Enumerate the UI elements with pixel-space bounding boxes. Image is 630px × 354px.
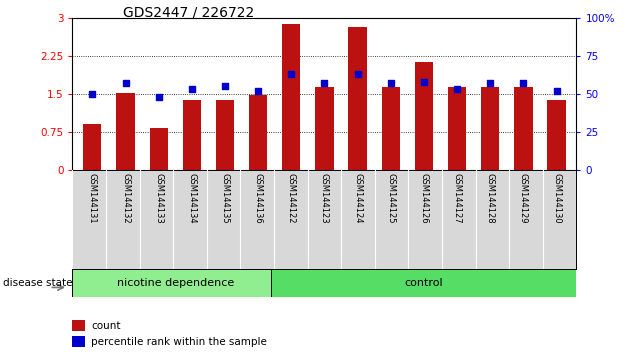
Point [186,86,197,92]
Point [452,86,462,92]
Text: count: count [91,321,121,331]
Bar [316,87,333,170]
Bar [72,269,278,297]
Point [220,83,230,89]
Bar [348,27,367,170]
Point [319,80,329,86]
Text: control: control [404,278,444,288]
Bar [415,62,433,170]
Text: GSM144124: GSM144124 [353,173,362,223]
Point [88,91,98,97]
Point [551,88,561,93]
Bar [448,87,466,170]
Point [253,88,263,93]
Point [485,80,495,86]
Bar [183,100,201,170]
Bar [72,336,85,347]
Point [353,71,363,77]
Point [154,94,164,100]
Point [419,79,429,85]
Text: GSM144135: GSM144135 [220,173,229,223]
Text: GSM144131: GSM144131 [88,173,97,223]
Bar [83,124,101,170]
Point [120,80,130,86]
Text: GDS2447 / 226722: GDS2447 / 226722 [123,5,254,19]
Text: GSM144130: GSM144130 [552,173,561,223]
Text: GSM144127: GSM144127 [452,173,462,223]
Text: GSM144129: GSM144129 [519,173,528,223]
Text: GSM144132: GSM144132 [121,173,130,223]
Point [518,80,529,86]
Text: GSM144122: GSM144122 [287,173,296,223]
Text: GSM144128: GSM144128 [486,173,495,223]
Bar [272,269,576,297]
Bar [481,87,500,170]
Bar [117,93,135,170]
Text: percentile rank within the sample: percentile rank within the sample [91,337,267,347]
Text: GSM144125: GSM144125 [386,173,395,223]
Bar [514,87,532,170]
Bar [282,24,301,170]
Bar [382,87,400,170]
Bar [72,320,85,331]
Text: GSM144123: GSM144123 [320,173,329,223]
Text: GSM144133: GSM144133 [154,173,163,224]
Bar [216,100,234,170]
Bar [249,95,267,170]
Text: disease state: disease state [3,278,72,288]
Bar [547,100,566,170]
Text: nicotine dependence: nicotine dependence [117,278,234,288]
Bar [149,128,168,170]
Point [286,71,296,77]
Point [386,80,396,86]
Text: GSM144126: GSM144126 [420,173,428,223]
Text: GSM144136: GSM144136 [254,173,263,224]
Text: GSM144134: GSM144134 [187,173,197,223]
